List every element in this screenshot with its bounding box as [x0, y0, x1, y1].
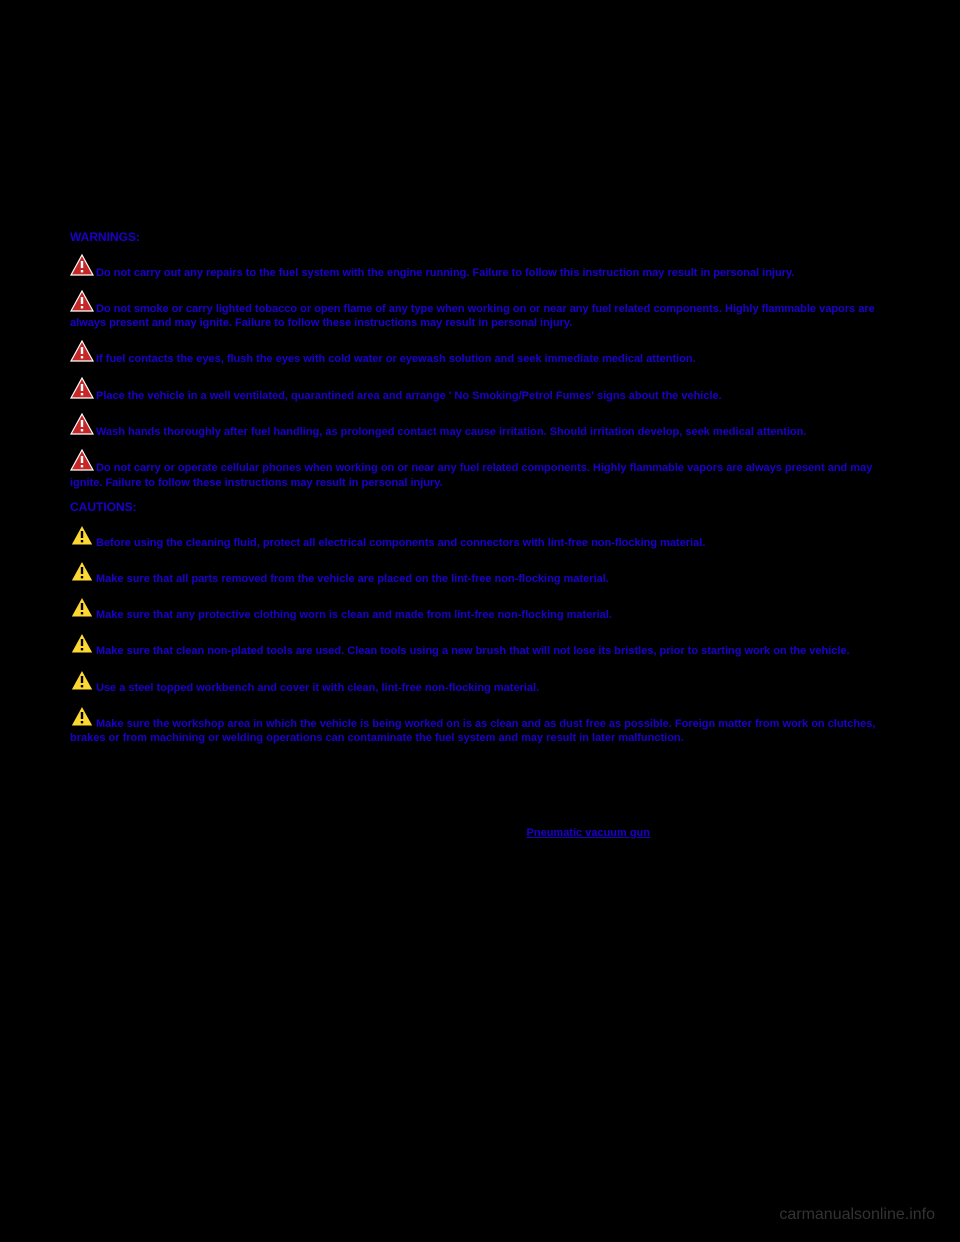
warning-text: If fuel contacts the eyes, flush the eye… — [96, 353, 696, 365]
caution-item: Make sure that any protective clothing w… — [70, 596, 890, 622]
cautions-header: CAUTIONS: — [70, 500, 890, 516]
warning-item: Do not carry or operate cellular phones … — [70, 449, 890, 490]
warning-icon — [70, 413, 94, 439]
caution-icon — [70, 632, 94, 658]
caution-icon — [70, 669, 94, 695]
warning-item: Wash hands thoroughly after fuel handlin… — [70, 413, 890, 439]
caution-item: Make sure the workshop area in which the… — [70, 705, 890, 746]
warning-item: Do not carry out any repairs to the fuel… — [70, 254, 890, 280]
warning-icon — [70, 290, 94, 316]
warning-text: Do not smoke or carry lighted tobacco or… — [70, 303, 875, 329]
warning-text: Do not carry out any repairs to the fuel… — [96, 267, 794, 279]
warning-icon — [70, 449, 94, 475]
warning-icon — [70, 340, 94, 366]
caution-icon — [70, 524, 94, 550]
warning-item: If fuel contacts the eyes, flush the eye… — [70, 340, 890, 366]
caution-item: Make sure that clean non-plated tools ar… — [70, 632, 890, 658]
caution-text: Make sure that clean non-plated tools ar… — [96, 645, 850, 657]
caution-item: Use a steel topped workbench and cover i… — [70, 669, 890, 695]
warning-text: Place the vehicle in a well ventilated, … — [96, 390, 722, 402]
warning-item: Do not smoke or carry lighted tobacco or… — [70, 290, 890, 331]
warning-icon — [70, 254, 94, 280]
caution-item: Before using the cleaning fluid, protect… — [70, 524, 890, 550]
caution-text: Use a steel topped workbench and cover i… — [96, 682, 539, 694]
caution-icon — [70, 705, 94, 731]
caution-text: Make sure that all parts removed from th… — [96, 573, 609, 585]
warning-text: Wash hands thoroughly after fuel handlin… — [96, 426, 806, 438]
caution-icon — [70, 560, 94, 586]
caution-icon — [70, 596, 94, 622]
caution-text: Before using the cleaning fluid, protect… — [96, 537, 705, 549]
caution-item: Make sure that all parts removed from th… — [70, 560, 890, 586]
warning-icon — [70, 377, 94, 403]
caution-text: Make sure the workshop area in which the… — [70, 718, 875, 744]
warning-text: Do not carry or operate cellular phones … — [70, 462, 872, 488]
pneumatic-vacuum-gun-link[interactable]: Pneumatic vacuum gun — [527, 827, 650, 839]
caution-text: Make sure that any protective clothing w… — [96, 609, 612, 621]
warnings-header: WARNINGS: — [70, 230, 890, 246]
warning-item: Place the vehicle in a well ventilated, … — [70, 377, 890, 403]
watermark-text: carmanualsonline.info — [779, 1206, 935, 1224]
